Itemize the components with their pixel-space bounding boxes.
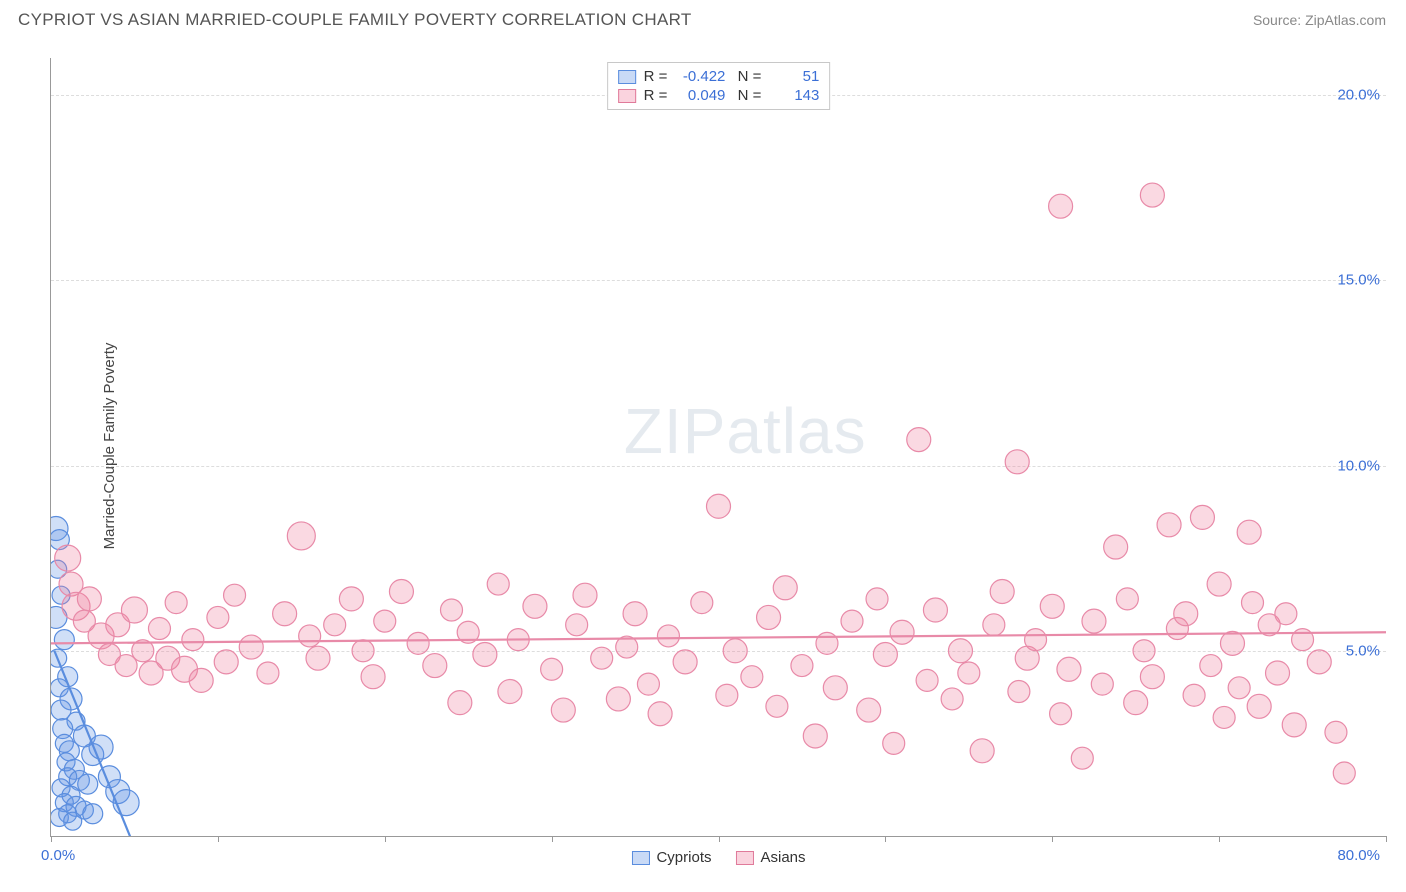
legend-item-cypriots: Cypriots [631,849,711,866]
chart-title: CYPRIOT VS ASIAN MARRIED-COUPLE FAMILY P… [18,10,692,30]
swatch-pink-icon [618,89,636,103]
x-axis-min-label: 0.0% [41,847,75,864]
series-legend: Cypriots Asians [631,849,805,866]
chart-plot-area: ZIPatlas R = -0.422 N = 51 R = 0.049 N =… [50,58,1386,837]
legend-row-cypriots: R = -0.422 N = 51 [618,67,820,86]
swatch-pink-icon [735,851,753,865]
correlation-legend: R = -0.422 N = 51 R = 0.049 N = 143 [607,62,831,110]
scatter-svg [51,58,1386,836]
x-axis-max-label: 80.0% [1337,847,1380,864]
swatch-blue-icon [618,70,636,84]
chart-header: CYPRIOT VS ASIAN MARRIED-COUPLE FAMILY P… [0,0,1406,36]
swatch-blue-icon [631,851,649,865]
legend-row-asians: R = 0.049 N = 143 [618,86,820,105]
source-citation: Source: ZipAtlas.com [1253,12,1386,28]
legend-item-asians: Asians [735,849,805,866]
